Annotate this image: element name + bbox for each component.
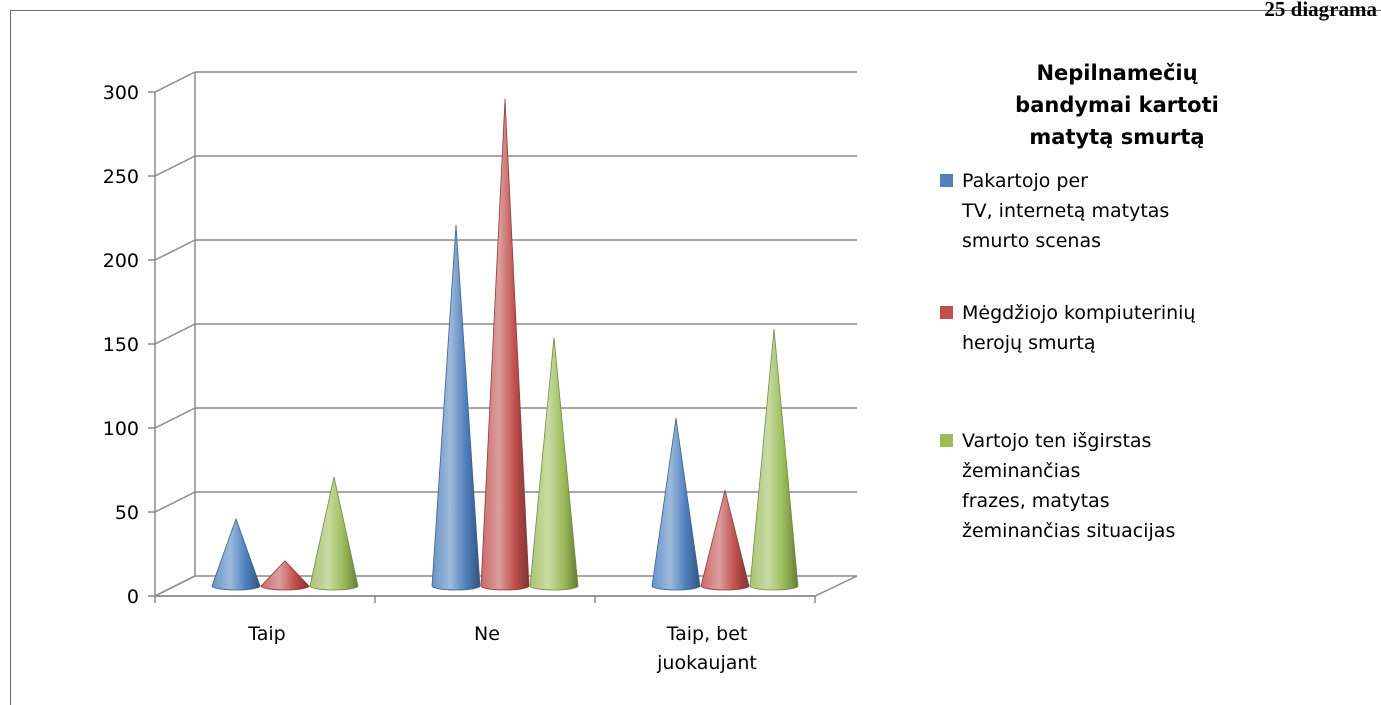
gridline-depth bbox=[154, 71, 196, 93]
legend-label: žeminančias situacijas bbox=[962, 520, 1175, 542]
cone-mark bbox=[431, 224, 481, 591]
cone-mark bbox=[211, 517, 261, 591]
y-tick-label: 250 bbox=[103, 166, 139, 188]
legend-swatch bbox=[940, 174, 953, 187]
cone-1-1 bbox=[211, 517, 261, 591]
cone-mark bbox=[309, 476, 359, 591]
gridline-depth bbox=[154, 407, 196, 429]
category-label: Taip bbox=[247, 623, 285, 645]
legend-label: žeminančias bbox=[962, 460, 1080, 482]
cone-mark bbox=[480, 98, 530, 591]
legend-label: Pakartojo per bbox=[962, 170, 1088, 192]
legend: Nepilnamečių bandymai kartoti matytą smurt… bbox=[940, 61, 1219, 542]
gridline-depth bbox=[154, 155, 196, 177]
cone-2-1 bbox=[260, 560, 310, 591]
legend-label: Vartojo ten išgirstas bbox=[962, 430, 1151, 452]
legend-label: TV, internetą matytas bbox=[961, 200, 1169, 222]
chart-title: Nepilnamečių bandymai kartoti matytą smurt… bbox=[1015, 61, 1219, 149]
axes bbox=[154, 72, 816, 603]
y-tick-label: 300 bbox=[103, 82, 139, 104]
legend-label: Mėgdžiojo kompiuterinių bbox=[962, 302, 1195, 324]
y-tick-label: 100 bbox=[103, 418, 139, 440]
gridline-depth bbox=[154, 575, 196, 597]
gridlines bbox=[148, 71, 857, 597]
legend-entry-2: Mėgdžiojo kompiuterinių herojų smurtą bbox=[940, 302, 1195, 354]
cone-1-2 bbox=[431, 224, 481, 591]
legend-label: smurto scenas bbox=[962, 230, 1101, 252]
category-labels: Taip Ne Taip, bet juokaujant bbox=[247, 623, 757, 674]
chart-frame: 25 diagrama bbox=[10, 0, 1381, 705]
cone-2-2 bbox=[480, 98, 530, 591]
category-label: Ne bbox=[474, 623, 500, 645]
cones bbox=[211, 98, 799, 591]
legend-entry-3: Vartojo ten išgirstas žeminančias frazes, … bbox=[940, 430, 1175, 542]
y-tick-label: 200 bbox=[103, 250, 139, 272]
cone-1-3 bbox=[651, 417, 701, 591]
cone-3-1 bbox=[309, 476, 359, 591]
cone-mark bbox=[529, 337, 579, 591]
cone-mark bbox=[749, 328, 799, 591]
cone-2-3 bbox=[700, 490, 750, 591]
diagram-caption: 25 diagrama bbox=[1264, 0, 1377, 21]
y-tick-label: 150 bbox=[103, 334, 139, 356]
legend-label: herojų smurtą bbox=[962, 332, 1095, 354]
cone-mark bbox=[700, 490, 750, 591]
legend-swatch bbox=[940, 306, 953, 319]
gridline-depth bbox=[154, 491, 196, 513]
category-label: juokaujant bbox=[656, 652, 757, 674]
gridline-depth bbox=[154, 323, 196, 345]
cone-3-2 bbox=[529, 337, 579, 591]
y-tick-labels: 0 50 100 150 200 250 300 bbox=[103, 82, 139, 608]
legend-swatch bbox=[940, 434, 953, 447]
cone-mark bbox=[651, 417, 701, 591]
legend-label: frazes, matytas bbox=[962, 490, 1110, 512]
gridline-depth bbox=[154, 239, 196, 261]
legend-entry-1: Pakartojo per TV, internetą matytas smurto… bbox=[940, 170, 1169, 252]
category-label: Taip, bet bbox=[666, 623, 748, 645]
y-tick-label: 50 bbox=[115, 502, 139, 524]
cone-3-3 bbox=[749, 328, 799, 591]
cone-mark bbox=[260, 560, 310, 591]
y-tick-label: 0 bbox=[127, 586, 139, 608]
